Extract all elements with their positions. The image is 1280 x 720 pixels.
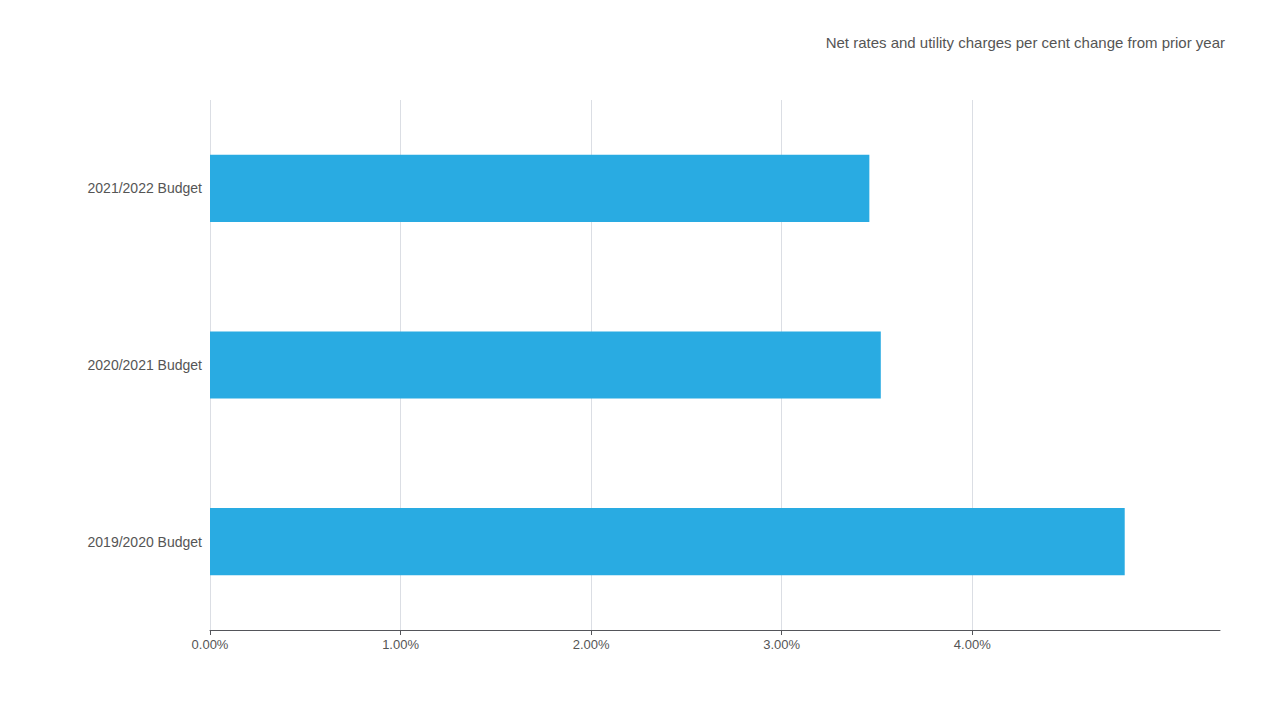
svg-text:2020/2021 Budget: 2020/2021 Budget [88,357,203,373]
svg-text:1.00%: 1.00% [382,637,419,652]
svg-text:Net rates and utility charges: Net rates and utility charges per cent c… [826,34,1225,51]
svg-text:0.00%: 0.00% [192,637,229,652]
svg-text:2021/2022 Budget: 2021/2022 Budget [88,180,203,196]
svg-text:2019/2020 Budget: 2019/2020 Budget [88,534,203,550]
svg-text:3.00%: 3.00% [763,637,800,652]
svg-text:2.00%: 2.00% [573,637,610,652]
svg-text:4.00%: 4.00% [954,637,991,652]
